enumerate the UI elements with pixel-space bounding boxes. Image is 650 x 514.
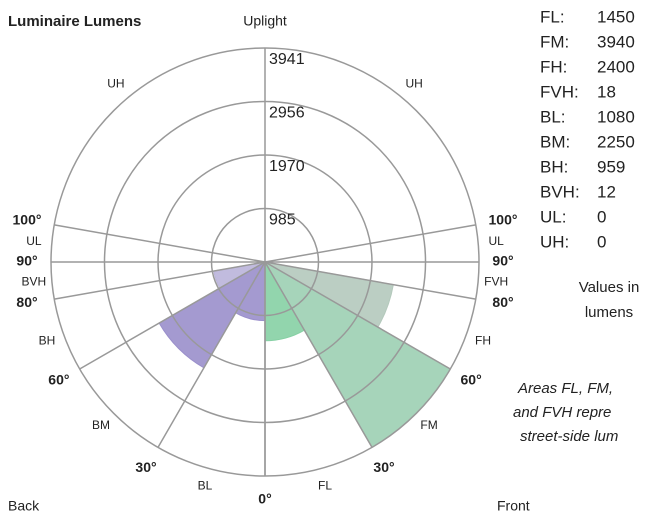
value-list-value: 1080 <box>597 107 635 126</box>
theta-tick-label: 80° <box>492 294 513 310</box>
zone-label: BH <box>39 334 56 348</box>
value-list-value: 1450 <box>597 7 635 26</box>
grid-spoke <box>79 261 266 370</box>
grid-spoke <box>54 224 266 263</box>
value-list-value: 3940 <box>597 32 635 51</box>
zone-label: UH <box>405 76 422 90</box>
grid-spoke <box>264 261 451 370</box>
theta-tick-label: 60° <box>461 372 482 388</box>
theta-tick-label: 90° <box>492 253 513 269</box>
value-list-label: FM: <box>540 32 569 51</box>
r-tick-label: 3941 <box>269 51 305 68</box>
r-tick-label: 1970 <box>269 158 305 175</box>
value-list-value: 2400 <box>597 57 635 76</box>
grid-spoke <box>264 261 373 448</box>
footnote: Areas FL, FM, <box>517 380 613 397</box>
series-name: Front <box>497 498 530 514</box>
theta-tick-label: 100° <box>13 211 42 227</box>
grid-spoke <box>54 261 266 300</box>
theta-tick-label: 100° <box>489 211 518 227</box>
theta-tick-label: 30° <box>373 459 394 475</box>
value-list-label: UH: <box>540 232 569 251</box>
footnote: and FVH repre <box>513 404 611 421</box>
value-list-label: BH: <box>540 157 568 176</box>
r-tick-label: 985 <box>269 212 296 229</box>
value-list-value: 0 <box>597 232 606 251</box>
zone-label: UL <box>488 234 504 248</box>
zone-label: BL <box>198 478 213 492</box>
zone-label: FL <box>318 478 332 492</box>
grid-spoke <box>264 261 476 300</box>
zone-label: UL <box>26 234 42 248</box>
value-list-value: 2250 <box>597 132 635 151</box>
units-note: Values in <box>579 279 640 296</box>
zone-label: FVH <box>484 274 508 288</box>
value-list-value: 959 <box>597 157 625 176</box>
zone-label: BVH <box>22 274 47 288</box>
value-list-label: FH: <box>540 57 567 76</box>
value-list-label: UL: <box>540 207 566 226</box>
chart-title: Luminaire Lumens <box>8 13 141 30</box>
zone-label: FH <box>475 334 491 348</box>
series-name: Back <box>8 498 40 514</box>
value-list-label: FVH: <box>540 82 579 101</box>
value-list-value: 18 <box>597 82 616 101</box>
r-tick-label: 2956 <box>269 105 305 122</box>
series-name: Uplight <box>243 13 287 29</box>
units-note: lumens <box>585 304 633 321</box>
zone-label: BM <box>92 418 110 432</box>
theta-tick-label: 0° <box>258 491 271 507</box>
value-list-label: FL: <box>540 7 565 26</box>
value-list-label: BM: <box>540 132 570 151</box>
theta-tick-label: 60° <box>48 372 69 388</box>
value-list-value: 12 <box>597 182 616 201</box>
theta-tick-label: 90° <box>16 253 37 269</box>
theta-tick-label: 30° <box>135 459 156 475</box>
value-list-value: 0 <box>597 207 606 226</box>
value-list-label: BL: <box>540 107 566 126</box>
grid-spoke <box>157 261 266 448</box>
value-list-label: BVH: <box>540 182 580 201</box>
footnote: street-side lum <box>520 428 618 445</box>
zone-label: FM <box>420 418 437 432</box>
zone-label: UH <box>107 76 124 90</box>
theta-tick-label: 80° <box>16 294 37 310</box>
grid-spoke <box>264 224 476 263</box>
